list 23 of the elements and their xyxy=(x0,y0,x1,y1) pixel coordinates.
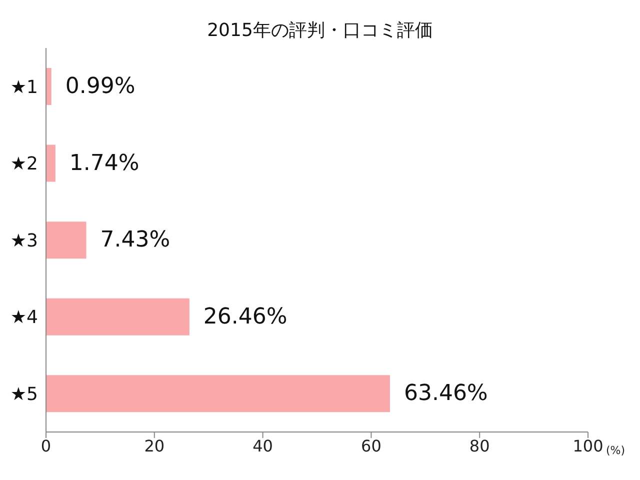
bar xyxy=(46,222,86,259)
y-tick-label: ★2 xyxy=(10,154,38,175)
x-tick-label: 80 xyxy=(469,436,490,456)
data-label: 63.46% xyxy=(404,381,488,406)
bar xyxy=(46,68,52,105)
data-label: 26.46% xyxy=(203,304,288,330)
x-tick-label: 40 xyxy=(252,436,273,456)
y-tick-label: ★4 xyxy=(10,307,38,328)
y-tick-label: ★3 xyxy=(10,230,38,252)
x-tick-label: 100 xyxy=(572,436,604,456)
bar xyxy=(46,298,190,336)
data-label: 7.43% xyxy=(100,228,170,253)
x-tick-label: 60 xyxy=(361,436,382,456)
x-tick-label: 20 xyxy=(144,436,165,456)
y-tick-label: ★1 xyxy=(10,76,38,98)
x-tick-label: 0 xyxy=(40,436,52,456)
y-tick-label: ★5 xyxy=(10,384,38,405)
data-label: 0.99% xyxy=(65,74,136,99)
bar xyxy=(46,375,390,412)
bar xyxy=(46,144,56,182)
chart-title: 2015年の評判・口コミ評価 xyxy=(206,19,434,42)
data-label: 1.74% xyxy=(69,150,140,176)
x-axis-title: (%) xyxy=(606,444,626,457)
